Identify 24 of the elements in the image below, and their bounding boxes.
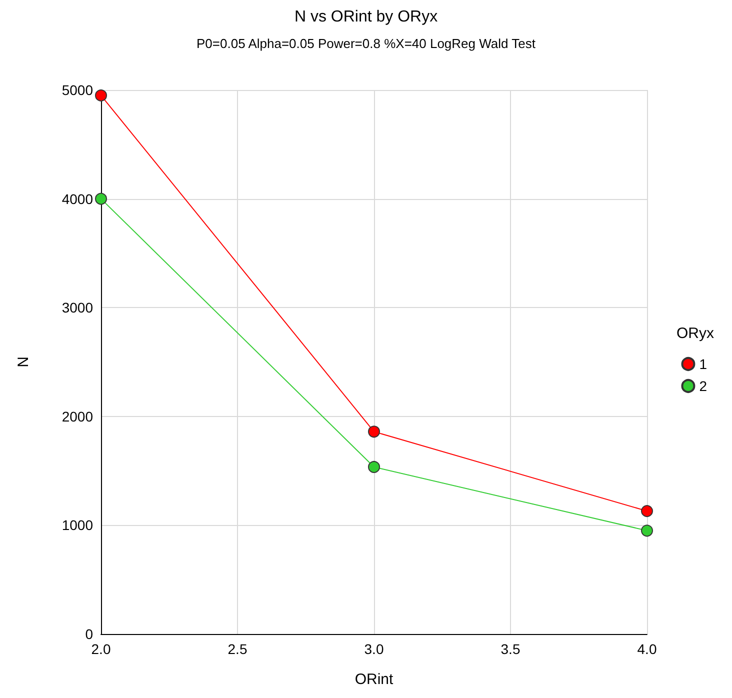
x-tick-label: 2.5 (228, 641, 248, 657)
point (368, 460, 380, 473)
x-tick-label: 3.5 (500, 641, 520, 657)
y-axis-title: N (15, 356, 32, 368)
x-tick-label: 4.0 (637, 641, 657, 657)
legend-label: 1 (699, 356, 708, 372)
point (641, 505, 653, 518)
chart-title: N vs ORint by ORyx (294, 8, 438, 26)
point (641, 524, 653, 537)
y-tick-label: 5000 (62, 82, 94, 98)
x-tick-label: 3.0 (364, 641, 384, 657)
y-tick-label: 3000 (62, 300, 94, 316)
point (368, 426, 380, 438)
y-tick-label: 1000 (62, 517, 94, 534)
point (95, 89, 107, 102)
y-tick-label: 4000 (62, 190, 94, 207)
chart-subtitle: P0=0.05 Alpha=0.05 Power=0.8 %X=40 LogReg Wald Test (196, 36, 536, 51)
x-axis-title: ORint (354, 671, 394, 688)
y-tick-label: 2000 (62, 408, 94, 424)
y-tick-label: 0 (85, 626, 94, 642)
x-tick-label: 2.0 (91, 641, 111, 657)
point (95, 192, 107, 205)
legend-label: 2 (699, 378, 708, 394)
legend-title: ORyx (676, 325, 714, 342)
